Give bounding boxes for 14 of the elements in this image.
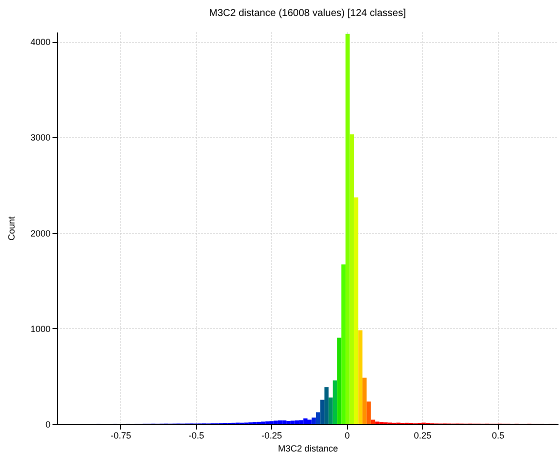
y-tick-label: 2000 — [30, 228, 50, 238]
x-axis-title: M3C2 distance — [278, 444, 338, 454]
x-tick-label: -0.75 — [110, 430, 132, 440]
y-tick-label: 4000 — [30, 37, 50, 48]
x-tick-label: 0.5 — [492, 430, 504, 440]
x-tick-label: -0.25 — [262, 430, 282, 440]
chart-title: M3C2 distance (16008 values) [124 classes] — [209, 8, 406, 19]
x-tick-label: -0.5 — [188, 430, 204, 440]
x-tick-label: 0 — [344, 430, 350, 440]
y-axis-title: Count — [6, 216, 16, 241]
y-tick-label: 1000 — [30, 324, 50, 334]
y-tick-label: 3000 — [30, 132, 50, 143]
y-tick-label: 0 — [45, 420, 50, 430]
x-tick-label: 0.25 — [414, 430, 432, 440]
